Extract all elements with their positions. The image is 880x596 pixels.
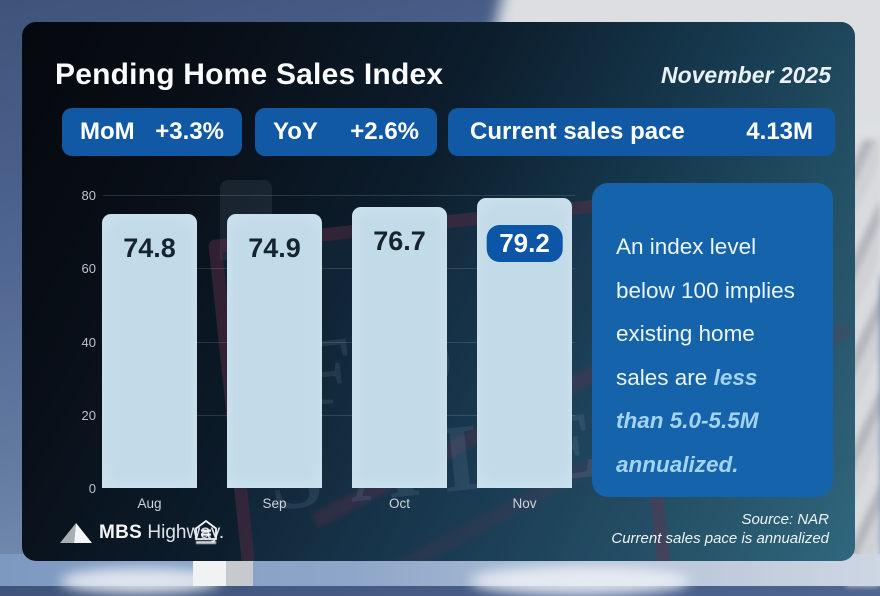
annotation-normal: An index level (616, 234, 757, 259)
x-axis-tick-label: Oct (388, 496, 410, 511)
gridline (103, 341, 575, 343)
source-note: Source: NAR Current sales pace is annual… (611, 510, 829, 548)
gridline (103, 268, 575, 270)
annotation-line: than 5.0-5.5M (616, 399, 813, 443)
annotation-emphasis: than 5.0-5.5M (616, 408, 759, 433)
y-axis-tick-label: 80 (81, 188, 96, 203)
equal-housing-icon (195, 520, 217, 540)
report-date: November 2025 (660, 62, 831, 88)
y-axis-tick-label: 60 (81, 261, 96, 277)
page-title: Pending Home Sales Index (55, 58, 444, 91)
annotation-emphasis: annualized. (616, 451, 739, 477)
cloud (60, 568, 220, 594)
equal-housing-logo (194, 520, 218, 544)
x-axis-tick-label: Sep (262, 496, 287, 511)
brand-bold: MBS (99, 522, 143, 543)
annotation-emphasis: less (713, 364, 758, 390)
gridline (103, 414, 575, 416)
stat-value: 4.13M (746, 118, 813, 145)
annotation-normal: existing home (616, 321, 755, 346)
mbs-highway-logo: MBS Highway. (60, 522, 224, 544)
main-card: FOR SALE Pending Home Sales Index Novemb… (22, 22, 855, 561)
annotation-callout: An index level below 100 implies existing … (592, 183, 833, 497)
cloud (470, 566, 690, 596)
stat-label: MoM (80, 118, 135, 145)
equal-housing-caption (196, 541, 216, 544)
x-axis-tick-label: Nov (512, 496, 537, 511)
stat-label: Current sales pace (470, 118, 685, 145)
annotation-normal: below 100 implies (616, 277, 795, 303)
bar-value: 74.8 (123, 233, 176, 264)
annotation-normal: sales are (616, 364, 714, 390)
bar-oct: 76.7 (352, 207, 447, 488)
annotation-line: annualized. (616, 443, 813, 487)
bar-sep: 74.9 (227, 213, 322, 488)
stat-pill-yoy: YoY +2.6% (255, 108, 437, 156)
bar-value: 74.9 (248, 232, 301, 263)
bar-nov: 79.2 (477, 197, 572, 488)
y-axis-tick-label: 20 (81, 407, 96, 423)
bar-value: 76.7 (373, 226, 426, 257)
stat-label: YoY (273, 118, 318, 145)
stat-pill-sales-pace: Current sales pace 4.13M (448, 108, 835, 156)
y-axis-tick-label: 0 (88, 481, 96, 496)
source-line: Source: NAR (741, 511, 829, 528)
mountain-logo-icon (60, 523, 92, 543)
source-line: Current sales pace is annualized (611, 530, 829, 547)
brand-light: Highway. (147, 522, 225, 543)
stat-pill-mom: MoM +3.3% (62, 108, 242, 156)
annotation-line: below 100 implies (616, 269, 813, 313)
x-axis-tick-label: Aug (137, 496, 162, 511)
gridline (103, 195, 575, 196)
annotation-line: An index level (616, 225, 813, 269)
stat-value: +3.3% (155, 118, 224, 145)
annotation-line: existing home (616, 312, 813, 356)
sign-post (193, 558, 253, 586)
y-axis-tick-label: 40 (81, 334, 96, 350)
brand-wordmark: MBS Highway. (99, 522, 224, 544)
bar-value-highlighted: 79.2 (486, 224, 563, 262)
annotation-line: sales are less (616, 356, 813, 400)
annotation-text: An index level below 100 implies existing … (616, 225, 813, 486)
stat-value: +2.6% (350, 118, 419, 145)
bar-aug: 74.8 (102, 214, 197, 488)
